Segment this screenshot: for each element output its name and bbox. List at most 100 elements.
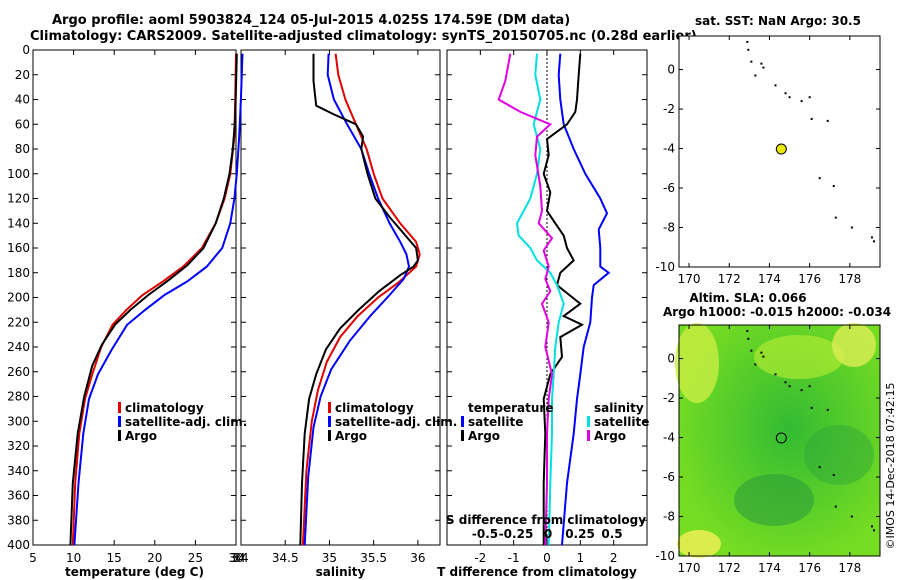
y-tick-label: 100 <box>7 167 30 181</box>
sla-argo-marker <box>775 432 787 444</box>
y-tick-label: 220 <box>7 315 30 329</box>
sal-legend-label: climatology <box>335 401 414 415</box>
sla-island <box>747 337 750 340</box>
sla-island <box>784 381 787 384</box>
figure-title-line1: Argo profile: aoml 5903824_124 05-Jul-20… <box>52 13 571 28</box>
diff-inner-tick-label: 0.5 <box>601 527 622 541</box>
sst-island <box>788 96 791 99</box>
sal-legend-swatch <box>328 416 331 427</box>
temp-legend-label: satellite-adj. clim. <box>125 415 247 429</box>
sst-island <box>746 40 749 43</box>
diff-panel: -2 -1 0 1 2T difference from climatology <box>437 49 648 579</box>
sst-island <box>754 74 757 77</box>
temp-x-tick-label: 5 <box>29 551 37 565</box>
sst-x-tick-label: 178 <box>838 272 861 286</box>
sla-field-patch <box>832 323 876 367</box>
sla-field-patch <box>804 425 874 485</box>
y-tick-label: 340 <box>7 464 30 478</box>
diff-legend-title-temperature: temperature <box>468 401 553 415</box>
sst-x-tick-label: 176 <box>798 272 821 286</box>
diff-x-tick-label: -1 <box>508 551 520 565</box>
temp-x-tick-label: 10 <box>66 551 81 565</box>
y-tick-label: 300 <box>7 414 30 428</box>
y-tick-label: 240 <box>7 340 30 354</box>
sla-island <box>746 329 749 332</box>
sst-frame <box>678 35 881 268</box>
sla-field-patch <box>754 335 844 379</box>
sal-legend-label: satellite-adj. clim. <box>335 415 457 429</box>
sst-y-tick-label: -4 <box>663 142 675 156</box>
diff-x-tick-label: 1 <box>577 551 585 565</box>
sla-island <box>800 389 803 392</box>
sal-x-tick-label: 34 <box>233 551 248 565</box>
diff-x-tick-label: 0 <box>543 551 551 565</box>
sla-y-tick-label: -4 <box>663 431 675 445</box>
sla-field-patch <box>734 474 814 526</box>
sla-island <box>788 385 791 388</box>
diff-legend-swatch <box>461 430 464 441</box>
temp-series-satellite-adj-clim- <box>73 53 244 546</box>
sst-island <box>762 66 765 69</box>
sla-x-tick-label: 178 <box>838 561 861 575</box>
sst-x-tick-label: 174 <box>758 272 781 286</box>
sal-x-label: salinity <box>316 565 366 579</box>
diff-legend-label: satellite <box>594 415 649 429</box>
diff-inner-tick-label: -0.25 <box>499 527 534 541</box>
sla-frame <box>678 324 881 557</box>
sla-field-patch <box>677 530 721 558</box>
diff-legend-label: satellite <box>468 415 523 429</box>
figure-title-line2: Climatology: CARS2009. Satellite-adjuste… <box>30 29 697 44</box>
sla-map-title-line2: Argo h1000: -0.015 h2000: -0.034 <box>663 305 891 319</box>
sla-island <box>754 363 757 366</box>
temp-legend-swatch <box>118 402 121 413</box>
sal-x-tick-label: 35.5 <box>360 551 387 565</box>
diff-series-salinity-argo <box>497 53 554 546</box>
sal-legend-swatch <box>328 402 331 413</box>
diff-legend-title-salinity: salinity <box>594 401 644 415</box>
temp-x-tick-label: 25 <box>188 551 203 565</box>
sla-island <box>810 406 813 409</box>
sal-x-tick-label: 35 <box>322 551 337 565</box>
sst-island <box>800 100 803 103</box>
sla-island <box>870 525 873 528</box>
temp-legend-swatch <box>118 430 121 441</box>
y-tick-label: 180 <box>7 266 30 280</box>
sst-y-tick-label: -2 <box>663 102 675 116</box>
diff-legend-swatch <box>461 416 464 427</box>
sla-map-title-line1: Altim. SLA: 0.066 <box>689 291 806 305</box>
temp-x-label: temperature (deg C) <box>65 565 204 579</box>
sla-island <box>762 355 765 358</box>
sal-frame <box>240 49 441 546</box>
sla-island <box>760 351 763 354</box>
sla-island <box>832 474 835 477</box>
diff-legend-label: Argo <box>468 429 500 443</box>
sla-island <box>872 529 875 532</box>
sal-series-satellite-adj-clim- <box>303 53 411 546</box>
sla-x-tick-label: 176 <box>798 561 821 575</box>
sst-map: 170 172 174 176 178 0 -2 -4 -6 -8 -10 <box>655 35 881 286</box>
y-tick-label: 320 <box>7 439 30 453</box>
diff-x-tick-label: 2 <box>610 551 618 565</box>
sst-island <box>872 240 875 243</box>
temp-x-tick-label: 30 <box>228 551 243 565</box>
sla-island <box>834 505 837 508</box>
sst-island <box>870 236 873 239</box>
y-tick-label: 200 <box>7 291 30 305</box>
sal-series-argo <box>299 53 419 546</box>
sal-panel: 34 34.5 35 35.5 36 salinity <box>233 49 441 579</box>
sst-y-tick-label: -6 <box>663 181 675 195</box>
sst-island <box>784 92 787 95</box>
y-tick-label: 400 <box>7 538 30 552</box>
sla-field-patch <box>675 323 719 403</box>
sst-y-tick-label: -8 <box>663 221 675 235</box>
sla-island <box>826 408 829 411</box>
sst-island <box>818 177 821 180</box>
diff-x-tick-label: -2 <box>474 551 486 565</box>
sal-x-tick-label: 36 <box>410 551 425 565</box>
sst-island <box>760 62 763 65</box>
y-tick-label: 40 <box>15 93 30 107</box>
sst-y-tick-label: 0 <box>667 63 675 77</box>
sal-legend-swatch <box>328 430 331 441</box>
sal-legend-label: Argo <box>335 429 367 443</box>
